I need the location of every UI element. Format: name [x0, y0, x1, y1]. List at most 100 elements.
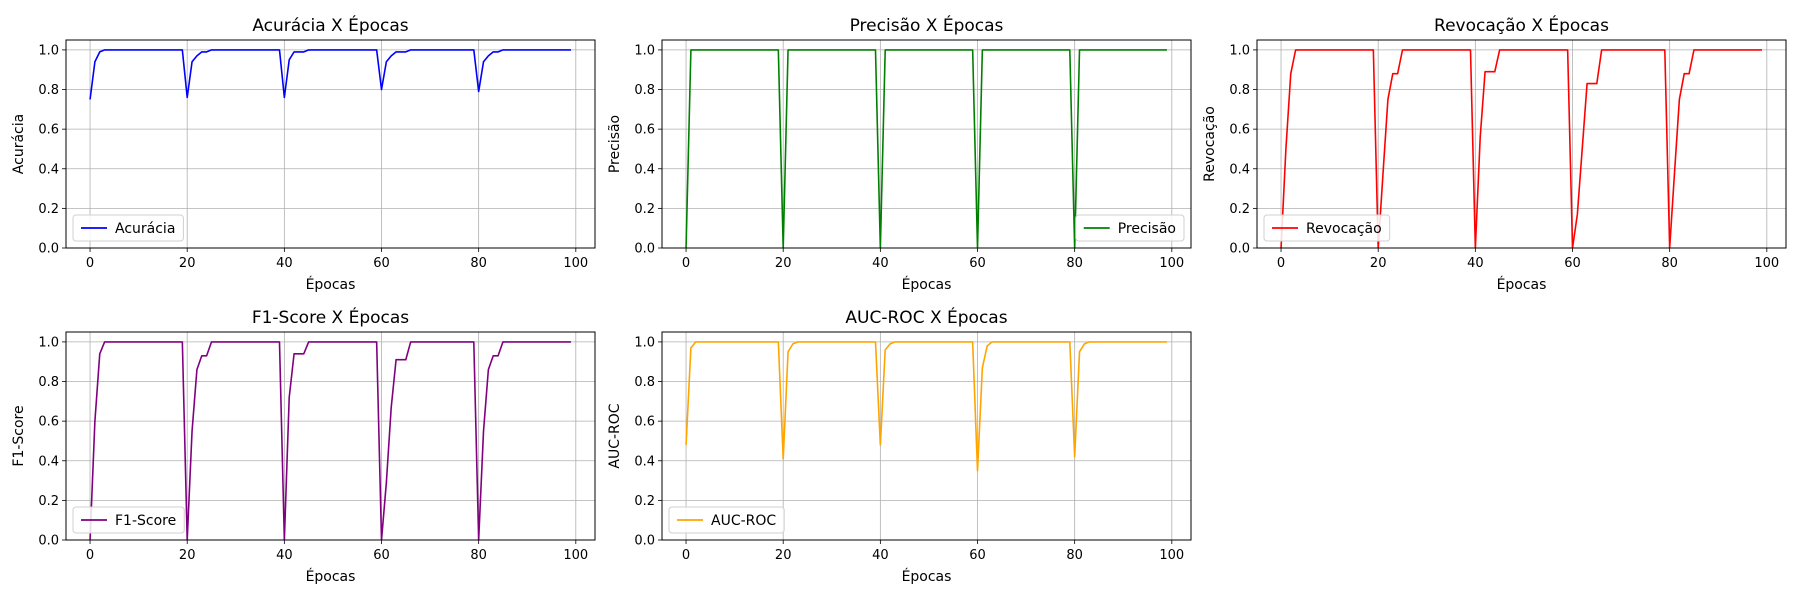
chart-panel: 0 20 40 60 80 100 0.0 0.2 0.4 0.6 0.8 1.0 AUC-ROC X … — [607, 306, 1192, 585]
legend-label: Acurácia — [115, 221, 175, 237]
chart-title: F1-Score X Épocas — [252, 306, 409, 328]
chart-panel: 0 20 40 60 80 100 0.0 0.2 0.4 0.6 0.8 1.0 F1-Score X… — [11, 306, 596, 585]
legend-box — [668, 506, 785, 534]
legend-box — [1263, 214, 1391, 242]
y-tick-label: 0.8 — [38, 83, 59, 98]
x-tick-label: 60 — [373, 256, 390, 271]
x-tick-label: 100 — [1754, 256, 1779, 271]
y-tick-label: 1.0 — [38, 43, 59, 58]
x-tick-label: 80 — [1066, 256, 1083, 271]
legend-label: Revocação — [1306, 221, 1382, 237]
y-tick-label: 0.0 — [634, 242, 655, 257]
y-tick-label: 0.4 — [634, 454, 655, 469]
y-tick-label: 0.6 — [1229, 123, 1250, 138]
x-tick-label: 60 — [373, 548, 390, 563]
legend: Acurácia — [72, 214, 184, 242]
y-tick-label: 0.8 — [634, 375, 655, 390]
legend: Precisão — [1075, 214, 1185, 242]
x-tick-label: 80 — [1661, 256, 1678, 271]
plot-frame — [661, 331, 1192, 541]
x-tick-label: 60 — [969, 256, 986, 271]
x-tick-label: 0 — [682, 548, 690, 563]
legend: F1-Score — [72, 506, 185, 534]
y-axis-label: AUC-ROC — [607, 403, 623, 468]
x-tick-label: 100 — [1159, 256, 1184, 271]
chart-title: Precisão X Épocas — [850, 14, 1004, 36]
x-tick-label: 20 — [1370, 256, 1387, 271]
y-tick-label: 0.2 — [634, 202, 655, 217]
chart-panel: 0 20 40 60 80 100 0.0 0.2 0.4 0.6 0.8 1.0 Acurácia X… — [11, 14, 596, 293]
y-axis-label: Revocação — [1202, 106, 1218, 182]
y-tick-label: 0.2 — [1229, 202, 1250, 217]
series-line — [89, 341, 571, 541]
x-tick-label: 60 — [969, 548, 986, 563]
y-tick-label: 0.0 — [634, 534, 655, 549]
y-axis-label: Acurácia — [11, 114, 27, 174]
y-tick-label: 0.6 — [38, 123, 59, 138]
x-tick-label: 40 — [1467, 256, 1484, 271]
y-tick-label: 0.4 — [38, 162, 59, 177]
x-tick-label: 20 — [179, 256, 196, 271]
plot-frame — [65, 39, 596, 249]
x-tick-label: 0 — [86, 256, 94, 271]
y-tick-label: 0.8 — [634, 83, 655, 98]
legend-label: Precisão — [1118, 221, 1176, 237]
x-tick-label: 0 — [86, 548, 94, 563]
x-tick-label: 80 — [1066, 548, 1083, 563]
y-tick-label: 0.2 — [634, 494, 655, 509]
y-tick-label: 0.8 — [38, 375, 59, 390]
y-tick-label: 0.6 — [634, 123, 655, 138]
x-axis-label: Épocas — [306, 276, 356, 293]
chart-panel: 0 20 40 60 80 100 0.0 0.2 0.4 0.6 0.8 1.0 Precisão X… — [607, 14, 1192, 293]
plot-frame — [1256, 39, 1787, 249]
legend-label: AUC-ROC — [711, 513, 776, 529]
y-tick-label: 0.6 — [38, 415, 59, 430]
x-axis-label: Épocas — [306, 568, 356, 585]
y-axis-label: Precisão — [607, 115, 623, 173]
x-tick-label: 0 — [1277, 256, 1285, 271]
x-tick-label: 100 — [1159, 548, 1184, 563]
series-line — [685, 341, 1167, 472]
y-tick-label: 1.0 — [38, 335, 59, 350]
legend: Revocação — [1263, 214, 1391, 242]
y-tick-label: 1.0 — [634, 335, 655, 350]
x-axis-label: Épocas — [902, 568, 952, 585]
x-tick-label: 20 — [775, 548, 792, 563]
series-line — [89, 49, 571, 100]
x-tick-label: 100 — [563, 548, 588, 563]
legend-label: F1-Score — [115, 513, 176, 529]
legend: AUC-ROC — [668, 506, 785, 534]
y-axis-label: F1-Score — [11, 405, 27, 466]
x-tick-label: 20 — [179, 548, 196, 563]
x-tick-label: 0 — [682, 256, 690, 271]
y-tick-label: 0.6 — [634, 415, 655, 430]
chart-title: AUC-ROC X Épocas — [845, 306, 1007, 328]
y-tick-label: 0.4 — [1229, 162, 1250, 177]
x-tick-label: 100 — [563, 256, 588, 271]
x-tick-label: 80 — [470, 548, 487, 563]
chart-title: Revocação X Épocas — [1434, 14, 1609, 36]
y-tick-label: 1.0 — [634, 43, 655, 58]
y-tick-label: 0.2 — [38, 494, 59, 509]
x-tick-label: 60 — [1564, 256, 1581, 271]
y-tick-label: 0.0 — [1229, 242, 1250, 257]
y-tick-label: 1.0 — [1229, 43, 1250, 58]
y-tick-label: 0.4 — [38, 454, 59, 469]
x-tick-label: 40 — [276, 548, 293, 563]
x-axis-label: Épocas — [1497, 276, 1547, 293]
x-tick-label: 40 — [276, 256, 293, 271]
chart-panel: 0 20 40 60 80 100 0.0 0.2 0.4 0.6 0.8 1.0 Revocação … — [1202, 14, 1787, 293]
x-tick-label: 40 — [872, 548, 889, 563]
x-tick-label: 20 — [775, 256, 792, 271]
y-tick-label: 0.0 — [38, 242, 59, 257]
x-axis-label: Épocas — [902, 276, 952, 293]
y-tick-label: 0.8 — [1229, 83, 1250, 98]
y-tick-label: 0.0 — [38, 534, 59, 549]
x-tick-label: 40 — [872, 256, 889, 271]
x-tick-label: 80 — [470, 256, 487, 271]
series-line — [1280, 49, 1762, 249]
chart-title: Acurácia X Épocas — [252, 14, 408, 36]
legend-box — [72, 506, 185, 534]
y-tick-label: 0.4 — [634, 162, 655, 177]
